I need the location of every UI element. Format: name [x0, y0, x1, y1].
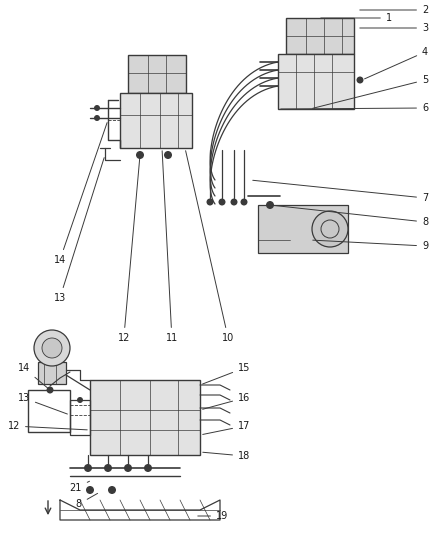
- Circle shape: [86, 486, 94, 494]
- Text: 2: 2: [360, 5, 428, 15]
- Circle shape: [312, 211, 348, 247]
- Text: 18: 18: [203, 451, 250, 461]
- Text: 6: 6: [281, 103, 428, 113]
- Bar: [120, 93, 192, 148]
- Text: 7: 7: [253, 180, 428, 203]
- Text: 12: 12: [7, 421, 87, 431]
- Text: 14: 14: [18, 363, 48, 388]
- Circle shape: [124, 464, 132, 472]
- Circle shape: [34, 330, 70, 366]
- Text: 13: 13: [54, 158, 104, 303]
- Circle shape: [108, 486, 116, 494]
- Bar: [70, 400, 90, 435]
- Text: 10: 10: [186, 151, 234, 343]
- Circle shape: [136, 151, 144, 159]
- Circle shape: [206, 198, 213, 206]
- Circle shape: [94, 115, 100, 121]
- Circle shape: [84, 464, 92, 472]
- Text: 4: 4: [364, 47, 428, 79]
- Text: 8: 8: [76, 494, 98, 509]
- Circle shape: [266, 201, 274, 209]
- Circle shape: [230, 198, 237, 206]
- Bar: [258, 205, 348, 253]
- Circle shape: [357, 77, 364, 84]
- Bar: [128, 55, 186, 93]
- Text: 11: 11: [162, 151, 178, 343]
- Text: 1: 1: [321, 13, 392, 23]
- Circle shape: [219, 198, 226, 206]
- Text: 17: 17: [203, 421, 251, 434]
- Circle shape: [144, 464, 152, 472]
- Bar: [90, 380, 200, 455]
- Text: 21: 21: [70, 481, 89, 493]
- Text: 9: 9: [313, 240, 428, 251]
- Text: 19: 19: [198, 511, 228, 521]
- Circle shape: [77, 397, 83, 403]
- Circle shape: [104, 464, 112, 472]
- Text: 13: 13: [18, 393, 67, 414]
- Bar: [278, 54, 354, 109]
- Text: 3: 3: [360, 23, 428, 33]
- Circle shape: [42, 338, 62, 358]
- Circle shape: [94, 105, 100, 111]
- Text: 15: 15: [203, 363, 251, 384]
- Circle shape: [164, 151, 172, 159]
- Text: 14: 14: [54, 123, 107, 265]
- Text: 8: 8: [273, 205, 428, 227]
- Circle shape: [240, 198, 247, 206]
- Text: 5: 5: [313, 75, 428, 108]
- Text: 12: 12: [118, 158, 140, 343]
- Text: 16: 16: [203, 393, 250, 409]
- Circle shape: [46, 386, 53, 393]
- Bar: [28, 390, 70, 432]
- Bar: [286, 18, 354, 54]
- Bar: [38, 362, 66, 384]
